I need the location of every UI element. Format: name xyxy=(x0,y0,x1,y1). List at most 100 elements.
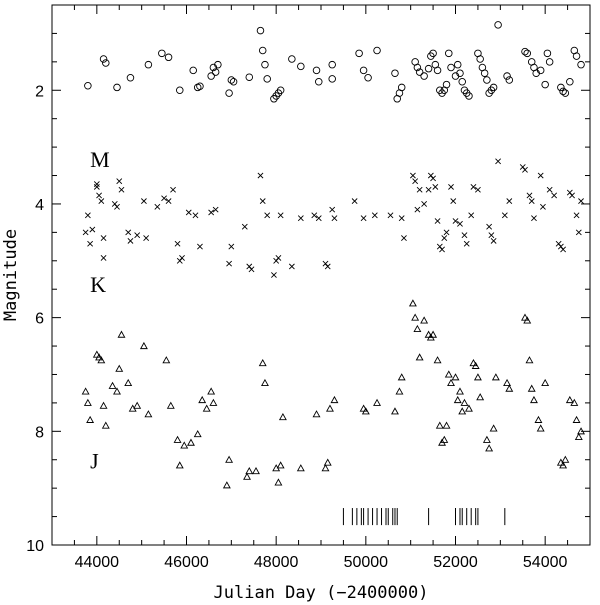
point-j xyxy=(97,356,106,364)
point-j xyxy=(476,393,485,401)
y-tick-label: 6 xyxy=(35,311,44,328)
point-k xyxy=(185,209,192,216)
point-m xyxy=(113,83,121,92)
point-m xyxy=(561,89,570,97)
point-j xyxy=(245,466,254,475)
point-k xyxy=(228,243,235,250)
point-j xyxy=(207,387,216,395)
point-j xyxy=(278,412,287,421)
point-k xyxy=(82,229,89,236)
point-j xyxy=(243,472,251,480)
point-k xyxy=(93,183,100,190)
point-j xyxy=(415,353,424,361)
point-k xyxy=(461,232,468,239)
point-j xyxy=(408,299,417,307)
point-j xyxy=(115,364,124,372)
point-j xyxy=(193,430,202,438)
point-k xyxy=(468,212,475,219)
point-j xyxy=(202,404,211,412)
point-j xyxy=(458,407,467,415)
point-m xyxy=(158,49,166,58)
point-k xyxy=(143,235,150,241)
point-j xyxy=(92,350,101,358)
point-m xyxy=(263,75,271,83)
point-m xyxy=(176,86,184,95)
point-k xyxy=(360,215,367,222)
point-m xyxy=(420,72,428,80)
point-k xyxy=(439,246,445,253)
point-k xyxy=(430,175,437,182)
point-m xyxy=(415,68,424,76)
point-k xyxy=(414,206,421,213)
point-j xyxy=(574,432,583,441)
point-k xyxy=(551,192,558,199)
point-j xyxy=(572,415,581,423)
point-k xyxy=(425,186,432,193)
point-j xyxy=(225,455,234,463)
point-j xyxy=(420,316,429,324)
point-m xyxy=(359,66,368,75)
x-tick-label: 46000 xyxy=(164,554,209,571)
point-m xyxy=(189,66,197,75)
point-m xyxy=(465,92,473,100)
point-m xyxy=(207,72,215,80)
point-j xyxy=(101,421,110,429)
point-j xyxy=(485,444,494,452)
point-j xyxy=(323,458,332,466)
point-k xyxy=(315,215,322,222)
point-j xyxy=(175,461,184,469)
point-k xyxy=(457,220,463,227)
point-j xyxy=(162,356,171,364)
point-k xyxy=(259,198,266,205)
point-m xyxy=(543,49,552,58)
y-axis-title: Magnitude xyxy=(1,229,21,321)
x-tick-label: 44000 xyxy=(75,554,120,571)
point-k xyxy=(495,158,502,165)
point-k xyxy=(192,212,199,219)
point-j xyxy=(296,464,305,472)
point-m xyxy=(505,76,514,84)
point-j xyxy=(260,378,269,387)
point-m xyxy=(227,76,236,84)
x-axis-title: Julian Day (−2400000) xyxy=(214,583,429,603)
point-j xyxy=(505,384,514,392)
point-j xyxy=(570,398,579,406)
point-m xyxy=(397,83,406,92)
point-k xyxy=(522,166,528,173)
point-k xyxy=(140,198,147,205)
point-k xyxy=(324,263,331,270)
point-j xyxy=(534,415,543,423)
point-j xyxy=(464,404,473,412)
y-tick-label: 8 xyxy=(35,424,44,441)
point-k xyxy=(161,195,168,202)
point-k xyxy=(412,178,419,185)
point-m xyxy=(288,55,296,63)
point-m xyxy=(566,77,574,86)
point-m xyxy=(256,26,265,35)
point-k xyxy=(560,246,567,253)
point-j xyxy=(471,361,480,369)
point-k xyxy=(197,243,203,250)
point-m xyxy=(483,76,491,84)
y-tick-label: 4 xyxy=(35,197,44,214)
point-m xyxy=(458,77,466,86)
point-k xyxy=(540,203,546,210)
point-j xyxy=(222,481,231,489)
point-j xyxy=(252,466,260,475)
point-m xyxy=(258,46,267,55)
point-m xyxy=(523,49,531,58)
point-k xyxy=(528,198,535,205)
point-k xyxy=(116,178,123,185)
point-k xyxy=(84,212,91,219)
point-m xyxy=(196,82,204,91)
point-m xyxy=(559,87,567,96)
point-k xyxy=(100,235,107,241)
point-j xyxy=(144,410,153,418)
point-k xyxy=(488,232,495,239)
point-k xyxy=(264,212,271,219)
point-m xyxy=(577,60,585,69)
point-j xyxy=(482,435,491,443)
point-k xyxy=(546,186,553,193)
point-k xyxy=(575,229,582,236)
